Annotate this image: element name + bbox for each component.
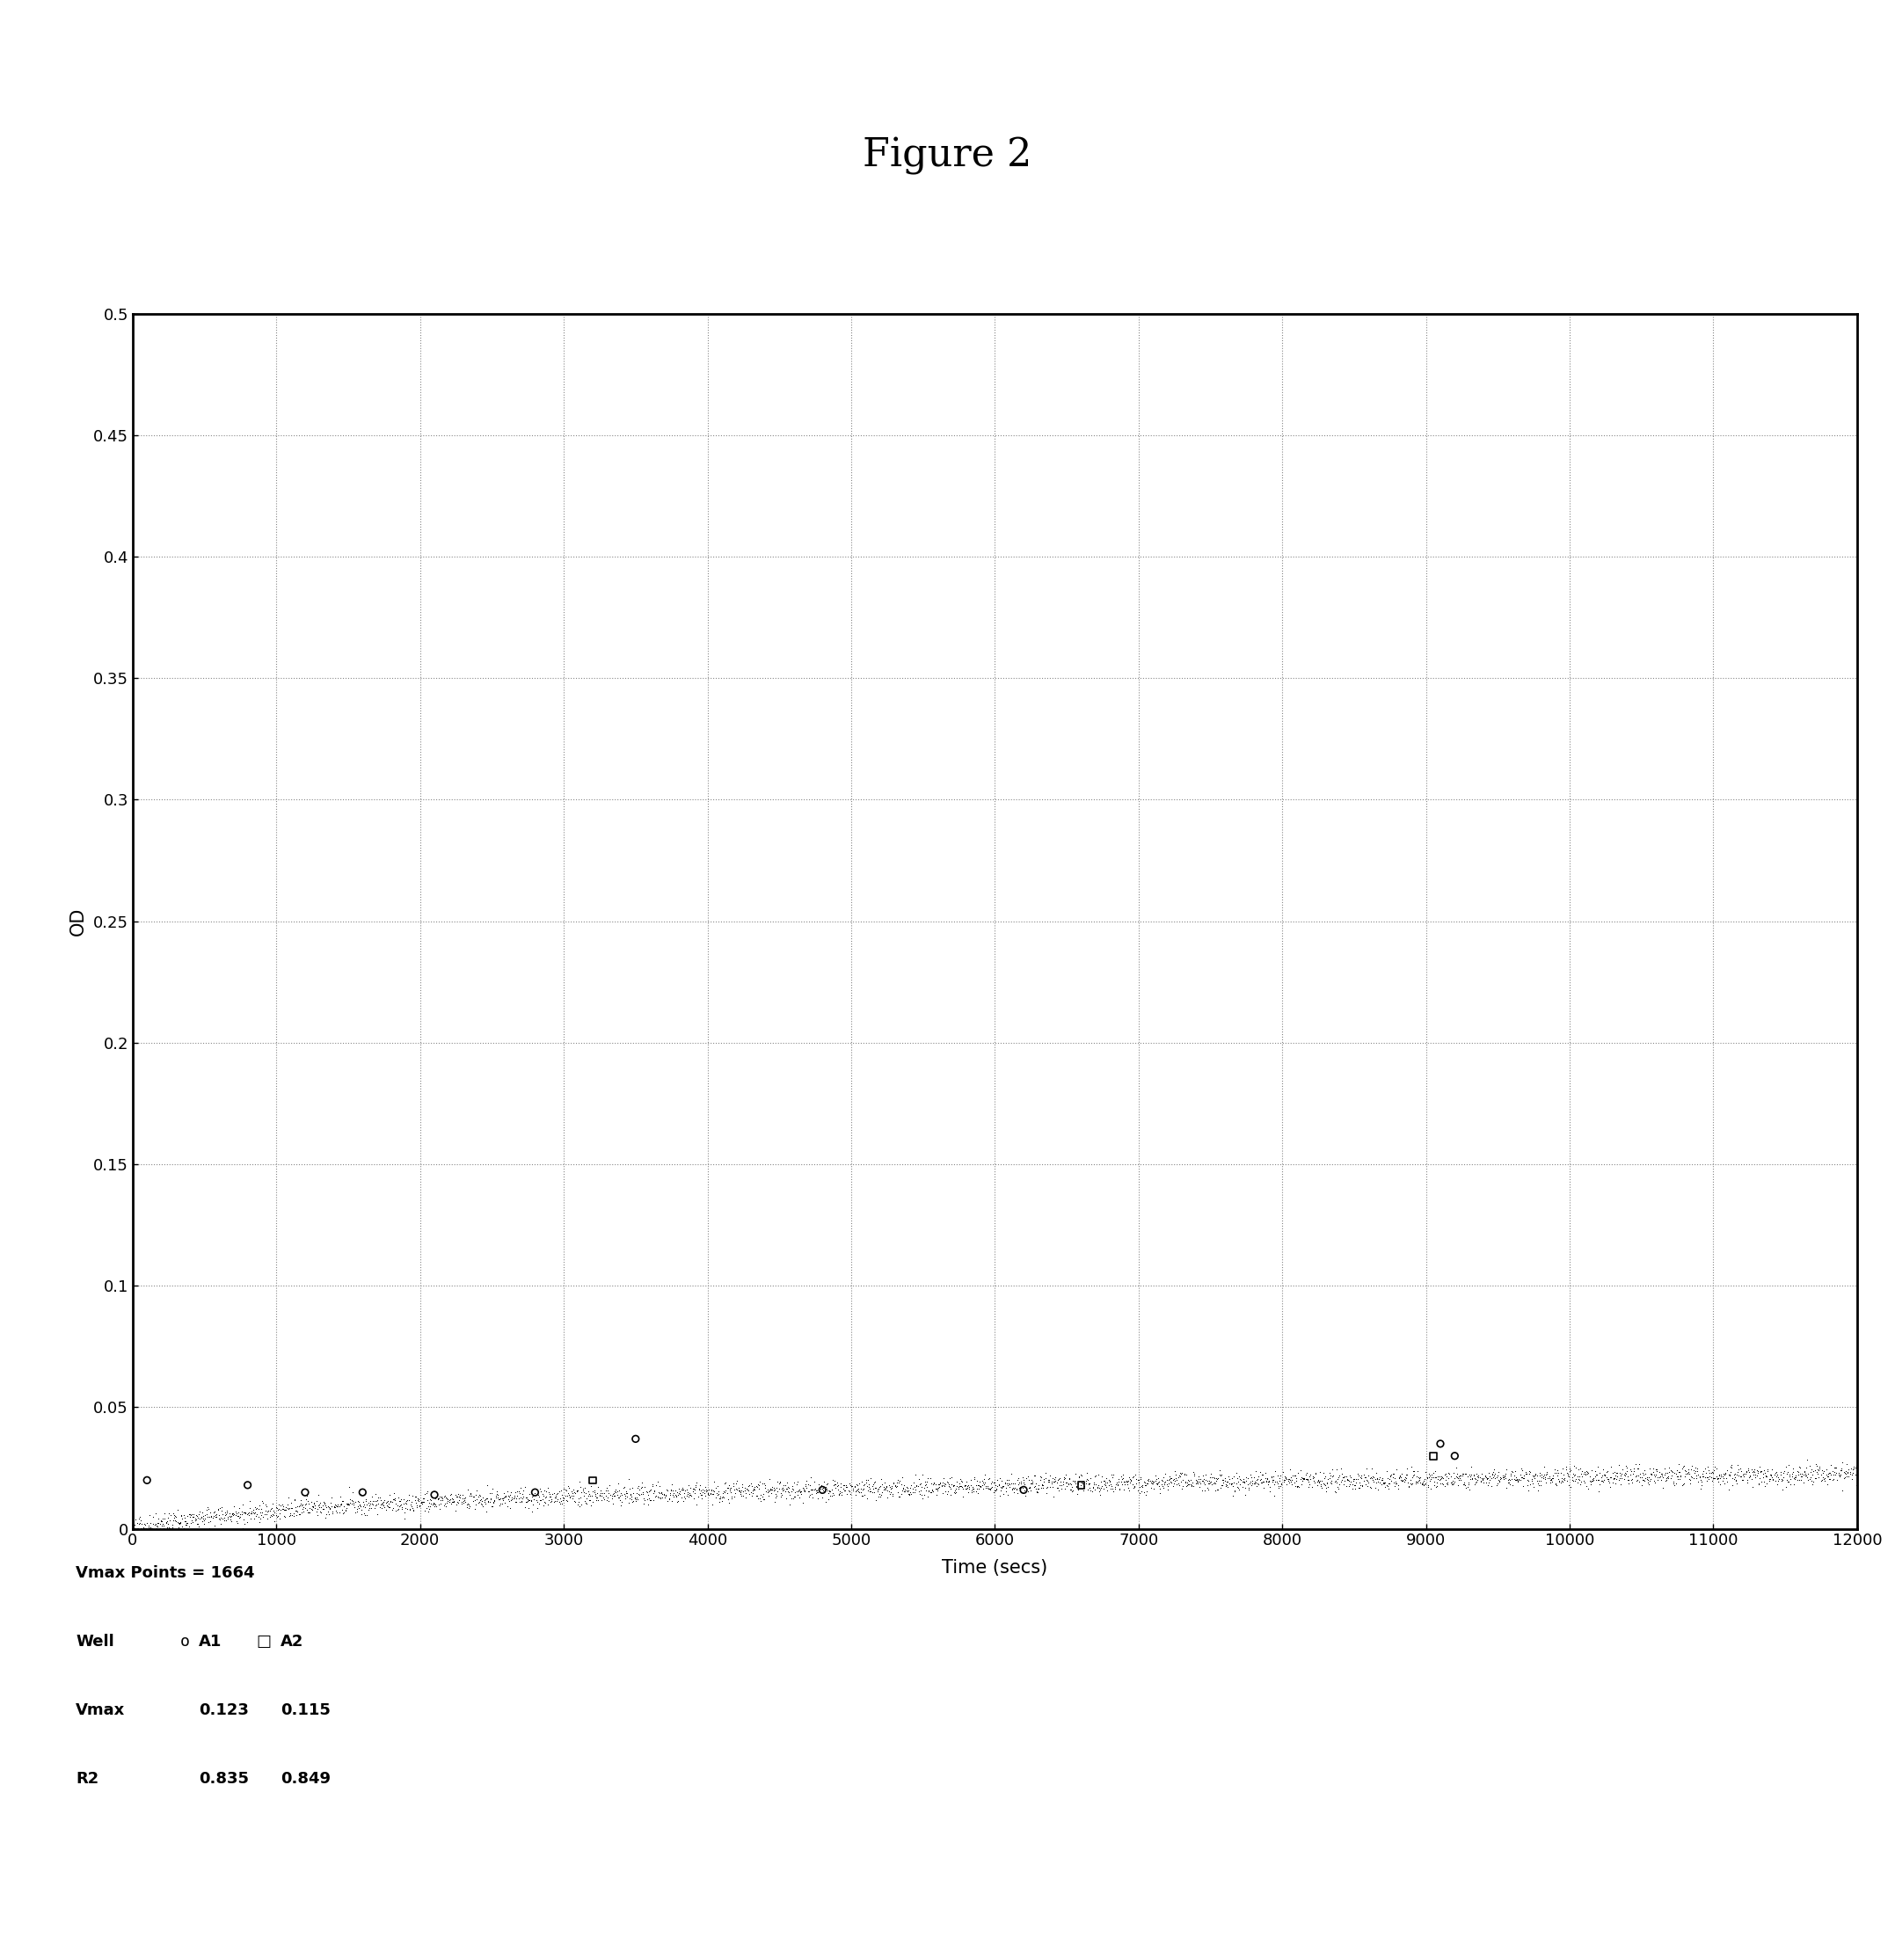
Point [419,1480,449,1511]
Text: R2: R2 [76,1772,99,1788]
Text: 0.835: 0.835 [199,1772,248,1788]
Y-axis label: OD: OD [70,907,87,935]
Text: □: □ [256,1635,271,1650]
Text: o: o [180,1635,190,1650]
Point [1417,1441,1448,1472]
Point [347,1476,377,1507]
Point [133,1464,163,1495]
Text: Vmax Points = 1664: Vmax Points = 1664 [76,1566,254,1582]
Point [1425,1429,1455,1460]
Text: A1: A1 [199,1635,222,1650]
Point [578,1464,608,1495]
Text: A2: A2 [280,1635,303,1650]
Point [620,1423,650,1454]
Point [1008,1474,1038,1505]
Text: Figure 2: Figure 2 [862,137,1033,174]
Text: 0.123: 0.123 [199,1703,248,1719]
Text: 0.849: 0.849 [280,1772,330,1788]
Text: 0.115: 0.115 [280,1703,330,1719]
Text: Vmax: Vmax [76,1703,125,1719]
Point [1067,1470,1097,1501]
Point [519,1476,550,1507]
X-axis label: Time (secs): Time (secs) [942,1558,1048,1576]
Point [807,1474,838,1505]
Point [290,1476,320,1507]
Text: Well: Well [76,1635,114,1650]
Point [1440,1441,1471,1472]
Point [233,1470,263,1501]
